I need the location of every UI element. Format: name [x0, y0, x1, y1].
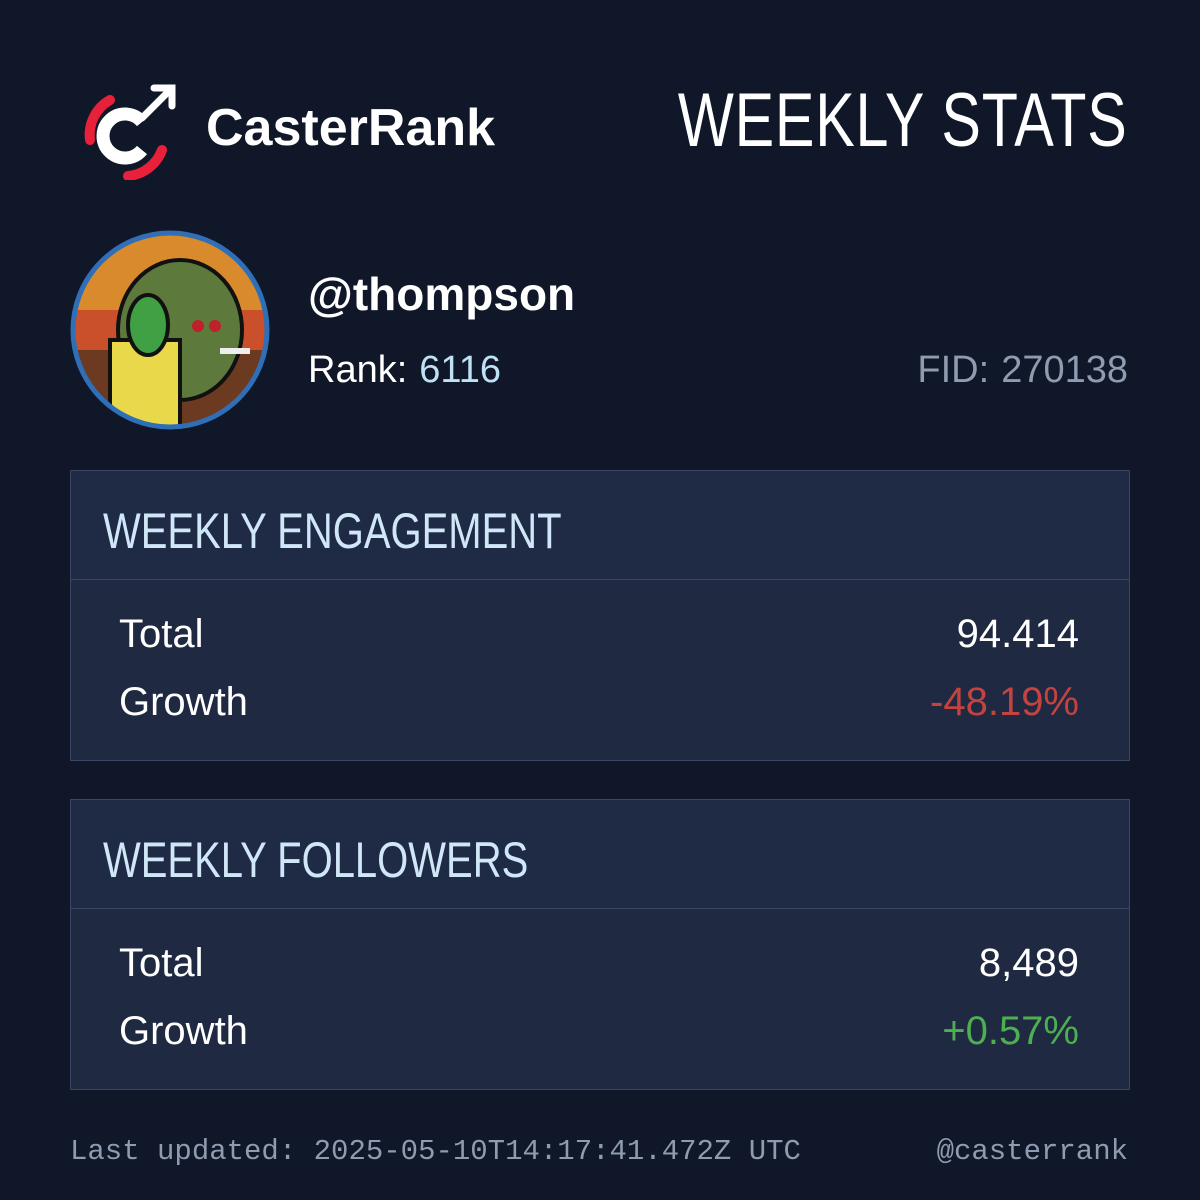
- fid: FID: 270138: [917, 346, 1128, 394]
- stats-panel: WEEKLY FOLLOWERS Total 8,489 Growth +0.57%: [70, 799, 1130, 1090]
- updated-value: 2025-05-10T14:17:41.472Z UTC: [313, 1135, 801, 1168]
- fid-value: 270138: [1001, 349, 1128, 391]
- stat-value: 94.414: [956, 612, 1079, 656]
- stat-label: Total: [119, 612, 204, 656]
- rank: Rank: 6116: [308, 346, 501, 394]
- stats-panel: WEEKLY ENGAGEMENT Total 94.414 Growth -48.19…: [70, 470, 1130, 761]
- username: @thompson: [308, 268, 576, 320]
- stat-label: Growth: [119, 1009, 248, 1053]
- page-title: WEEKLY STATS: [678, 78, 1128, 163]
- last-updated: Last updated: 2025-05-10T14:17:41.472Z U…: [70, 1132, 801, 1172]
- fid-label: FID:: [917, 349, 990, 391]
- rank-value: 6116: [419, 349, 501, 391]
- stat-value: -48.19%: [930, 680, 1079, 724]
- stat-label: Growth: [119, 680, 248, 724]
- rank-label: Rank:: [308, 349, 408, 391]
- stat-value: +0.57%: [942, 1009, 1079, 1053]
- panel-header: WEEKLY FOLLOWERS: [71, 800, 1129, 909]
- stat-row: Total 8,489: [71, 929, 1129, 997]
- panel-title: WEEKLY ENGAGEMENT: [103, 503, 562, 559]
- handle: @casterrank: [936, 1135, 1128, 1168]
- stat-label: Total: [119, 941, 204, 985]
- logo: [84, 84, 176, 180]
- updated-label: Last updated:: [70, 1135, 297, 1168]
- stat-row: Total 94.414: [71, 600, 1129, 668]
- panel-title: WEEKLY FOLLOWERS: [103, 832, 529, 888]
- panel-body: Total 8,489 Growth +0.57%: [71, 909, 1129, 1089]
- panel-header: WEEKLY ENGAGEMENT: [71, 471, 1129, 580]
- panel-body: Total 94.414 Growth -48.19%: [71, 580, 1129, 760]
- stat-row: Growth +0.57%: [71, 997, 1129, 1065]
- avatar: [70, 230, 270, 430]
- stat-value: 8,489: [978, 941, 1079, 985]
- brand: CasterRank: [206, 99, 496, 157]
- stat-row: Growth -48.19%: [71, 668, 1129, 736]
